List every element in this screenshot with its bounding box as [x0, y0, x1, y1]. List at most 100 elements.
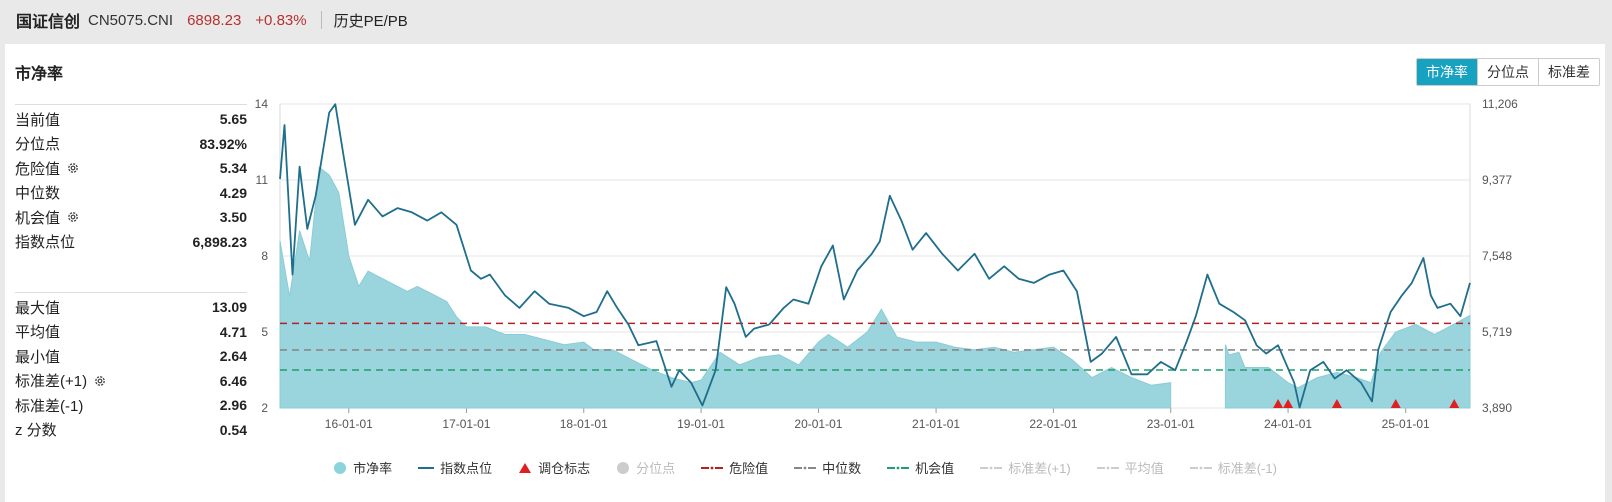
stat-label: 分位点	[15, 133, 60, 154]
rebalance-marker	[1449, 399, 1460, 408]
y-right-tick-label: 9,377	[1482, 173, 1512, 187]
legend-item[interactable]: 标准差(-1)	[1189, 458, 1277, 477]
stat-label-text: 当前值	[15, 111, 61, 129]
stat-row: 当前值 5.65	[15, 107, 247, 132]
stats-group-summary: 最大值 13.09 平均值 4.71 最小值 2.64 标准差(+1) 6.46 标准差(-1)…	[15, 292, 247, 442]
x-tick-label: 16-01-01	[325, 417, 373, 431]
stat-row: 分位点 83.92%	[15, 132, 247, 157]
stat-value: 2.64	[219, 348, 247, 365]
index-code: CN5075.CNI	[88, 11, 174, 29]
y-left-tick-label: 8	[261, 249, 268, 263]
stat-row: 中位数 4.29	[15, 181, 247, 206]
stat-row: 标准差(+1) 6.46	[15, 369, 247, 394]
stat-row: 危险值 5.34	[15, 156, 247, 181]
stat-label-text: 最大值	[15, 299, 61, 317]
stat-label-text: 指数点位	[15, 234, 76, 252]
x-tick-label: 22-01-01	[1029, 417, 1077, 431]
legend-item[interactable]: 平均值	[1096, 458, 1164, 477]
legend-item[interactable]: 调仓标志	[518, 458, 590, 477]
tab-std-dev[interactable]: 标准差	[1538, 59, 1599, 85]
stat-label: 机会值	[15, 207, 80, 228]
stat-value: 2.96	[219, 397, 247, 414]
valuation-panel: 市净率 市净率 分位点 标准差 当前值 5.65 分位点 83.92% 危险值 5.34 中…	[5, 44, 1605, 502]
legend-item[interactable]: 机会值	[887, 458, 954, 477]
index-name: 国证信创	[16, 14, 81, 31]
rebalance-marker	[1283, 399, 1294, 408]
tab-percentile[interactable]: 分位点	[1477, 59, 1538, 85]
legend-swatch-icon	[334, 461, 347, 474]
stat-label-text: 危险值	[15, 160, 61, 178]
pb-area-series	[279, 166, 1172, 409]
settings-icon[interactable]	[66, 161, 80, 175]
legend-label: 机会值	[915, 461, 955, 476]
legend-item[interactable]: 中位数	[794, 458, 861, 477]
legend-item[interactable]: 分位点	[616, 458, 675, 477]
settings-icon[interactable]	[93, 374, 107, 388]
index-change: +0.83%	[255, 11, 307, 29]
stat-label: z 分数	[15, 419, 57, 440]
stat-value: 4.29	[219, 184, 247, 201]
panel-title: 市净率	[15, 66, 64, 83]
y-left-tick-label: 5	[261, 325, 268, 339]
stat-label-text: 最小值	[15, 348, 61, 366]
x-tick-label: 17-01-01	[442, 417, 490, 431]
x-tick-label: 24-01-01	[1264, 417, 1312, 431]
stat-value: 0.54	[219, 421, 247, 438]
rebalance-marker	[1390, 399, 1401, 408]
x-tick-label: 18-01-01	[560, 417, 608, 431]
stat-value: 83.92%	[199, 135, 247, 152]
page-header: 国证信创 CN5075.CNI 6898.23 +0.83% 历史PE/PB	[0, 0, 1612, 40]
stat-label: 最小值	[15, 346, 60, 367]
stat-label-text: 标准差(-1)	[15, 397, 84, 415]
history-pe-pb-link[interactable]: 历史PE/PB	[333, 12, 408, 30]
pb-area-series-late	[1224, 314, 1471, 409]
tab-pb[interactable]: 市净率	[1417, 59, 1477, 85]
pb-history-chart: 14 11 8 5 2 11,206 9,377 7,548 5,719 3,890 16-01-0…	[255, 97, 1518, 431]
legend-swatch-icon	[1096, 466, 1119, 469]
stat-label-text: 中位数	[15, 185, 61, 203]
stat-label: 最大值	[15, 297, 60, 318]
stat-label: 危险值	[15, 158, 80, 179]
legend-label: 市净率	[353, 461, 393, 476]
stat-row: 最大值 13.09	[15, 295, 247, 320]
y-left-tick-label: 14	[255, 97, 269, 111]
y-right-tick-label: 7,548	[1482, 249, 1512, 263]
legend-swatch-icon	[794, 466, 817, 469]
legend-item[interactable]: 危险值	[701, 458, 768, 477]
stat-label-text: 标准差(+1)	[15, 373, 88, 391]
chart-legend: 市净率 指数点位 调仓标志 分位点 危险值 中位数 机会值 标准差(+1) 平均值 标准差(-1)	[5, 458, 1605, 477]
x-tick-label: 20-01-01	[794, 417, 842, 431]
legend-swatch-icon	[418, 466, 435, 469]
legend-swatch-icon	[701, 466, 724, 469]
stat-label: 当前值	[15, 109, 60, 130]
stat-label: 标准差(+1)	[15, 370, 107, 391]
stat-value: 5.34	[219, 160, 247, 177]
legend-item[interactable]: 指数点位	[418, 458, 492, 477]
stat-label-text: 机会值	[15, 209, 61, 227]
stat-row: 平均值 4.71	[15, 320, 247, 345]
settings-icon[interactable]	[66, 210, 80, 224]
stat-row: 标准差(-1) 2.96	[15, 393, 247, 418]
legend-swatch-icon	[617, 461, 630, 474]
legend-swatch-icon	[1189, 466, 1212, 469]
index-line-series	[279, 103, 1471, 409]
index-price: 6898.23	[187, 11, 242, 29]
legend-label: 调仓标志	[538, 461, 591, 476]
stat-value: 6,898.23	[192, 233, 248, 250]
legend-item[interactable]: 标准差(+1)	[980, 458, 1071, 477]
stat-value: 4.71	[219, 323, 247, 340]
x-tick-label: 25-01-01	[1382, 417, 1430, 431]
rebalance-marker	[1273, 399, 1284, 408]
x-tick-label: 19-01-01	[677, 417, 725, 431]
legend-swatch-icon	[519, 462, 532, 473]
legend-label: 中位数	[822, 461, 862, 476]
legend-label: 平均值	[1124, 461, 1164, 476]
stat-row: 最小值 2.64	[15, 344, 247, 369]
legend-label: 标准差(-1)	[1217, 461, 1277, 476]
x-tick-label: 21-01-01	[912, 417, 960, 431]
stat-label: 标准差(-1)	[15, 395, 83, 416]
legend-label: 标准差(+1)	[1008, 461, 1071, 476]
stat-label: 指数点位	[15, 231, 75, 252]
legend-item[interactable]: 市净率	[333, 458, 392, 477]
stat-label: 中位数	[15, 182, 60, 203]
